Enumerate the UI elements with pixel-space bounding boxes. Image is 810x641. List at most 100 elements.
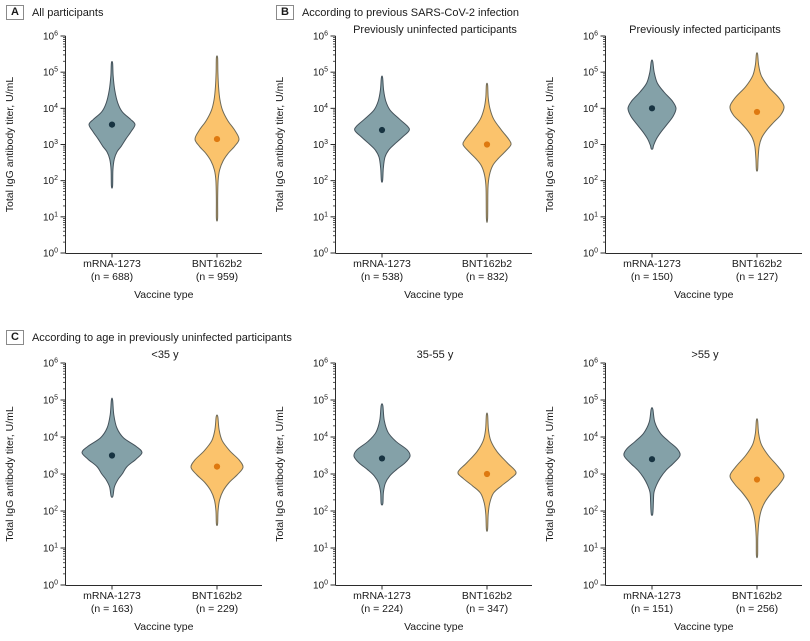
y-tick-label: 100	[313, 248, 328, 260]
x-tick-label: mRNA-1273	[353, 590, 411, 602]
median-dot-mrna-1273	[108, 121, 116, 128]
panel-a-letter: A	[6, 5, 24, 20]
y-tick-label: 104	[583, 103, 598, 115]
median-dot-mrna-1273	[648, 456, 656, 463]
panel-b-header: B According to previous SARS-CoV-2 infec…	[276, 5, 519, 20]
violin-plot-svg: 100 101 102 103 104 105 106 Total IgG antibody …	[4, 358, 262, 633]
y-tick-label: 100	[583, 248, 598, 260]
panel-b-title: According to previous SARS-CoV-2 infecti…	[301, 6, 520, 19]
x-tick-label: BNT162b2	[732, 590, 782, 602]
y-tick-label: 104	[313, 432, 328, 444]
x-tick-label: BNT162b2	[462, 258, 512, 270]
x-tick-label: mRNA-1273	[623, 590, 681, 602]
violin-plot-svg: 100 101 102 103 104 105 106 Total IgG antibody …	[4, 31, 262, 301]
n-label: (n = 224)	[361, 603, 403, 615]
x-tick-label: mRNA-1273	[83, 258, 141, 270]
subplot-age-35-55: 100 101 102 103 104 105 106 Total IgG antibody …	[270, 325, 540, 641]
y-axis-title: Total IgG antibody titer, U/mL	[274, 406, 286, 542]
violin-bnt162b2	[729, 418, 785, 559]
x-tick-label: BNT162b2	[192, 258, 242, 270]
x-tick-label: mRNA-1273	[83, 590, 141, 602]
n-label: (n = 832)	[466, 271, 508, 283]
median-dot-bnt162b2	[483, 141, 491, 148]
median-dot-mrna-1273	[378, 126, 386, 134]
panel-a-header: A All participants	[6, 5, 104, 20]
x-axis-title: Vaccine type	[134, 621, 193, 633]
median-dot-mrna-1273	[108, 452, 116, 459]
median-dot-bnt162b2	[213, 463, 221, 470]
y-tick-label: 101	[583, 543, 598, 555]
y-tick-label: 104	[43, 103, 58, 115]
n-label: (n = 150)	[631, 271, 673, 283]
y-axis-title: Total IgG antibody titer, U/mL	[4, 406, 16, 542]
y-tick-label: 101	[313, 543, 328, 555]
median-dot-bnt162b2	[213, 135, 221, 143]
subplot-previously-uninfected: 100 101 102 103 104 105 106 Total IgG antibody …	[270, 0, 540, 325]
median-dot-bnt162b2	[753, 476, 761, 483]
subtitle-under-35: <35 y	[151, 349, 179, 361]
y-tick-label: 105	[43, 395, 58, 407]
subplot-all-participants: 100 101 102 103 104 105 106 Total IgG antibody …	[0, 0, 270, 325]
violin-plot-svg: 100 101 102 103 104 105 106 Total IgG antibody …	[544, 358, 802, 633]
y-tick-label: 105	[583, 67, 598, 79]
violin-mrna-1273	[81, 397, 143, 498]
y-tick-label: 101	[313, 211, 328, 223]
subplot-previously-infected: 100 101 102 103 104 105 106 Total IgG antibody …	[540, 0, 810, 325]
y-tick-label: 101	[43, 211, 58, 223]
panel-a-title: All participants	[31, 6, 104, 19]
violin-mrna-1273	[353, 403, 411, 506]
y-axis-title: Total IgG antibody titer, U/mL	[544, 406, 556, 542]
subplot-age-under-35: 100 101 102 103 104 105 106 Total IgG antibody …	[0, 325, 270, 641]
n-label: (n = 256)	[736, 603, 778, 615]
y-tick-label: 100	[43, 580, 58, 592]
x-tick-label: BNT162b2	[192, 590, 242, 602]
y-tick-label: 103	[43, 139, 58, 151]
x-tick-label: mRNA-1273	[623, 258, 681, 270]
subtitle-previously-infected: Previously infected participants	[629, 24, 781, 36]
x-axis-title: Vaccine type	[404, 621, 463, 633]
y-tick-label: 100	[583, 580, 598, 592]
subtitle-previously-uninfected: Previously uninfected participants	[353, 24, 517, 36]
violin-plot-svg: 100 101 102 103 104 105 106 Total IgG antibody …	[544, 31, 802, 301]
y-tick-label: 102	[43, 175, 58, 187]
y-tick-label: 105	[313, 395, 328, 407]
y-tick-label: 105	[583, 395, 598, 407]
n-label: (n = 127)	[736, 271, 778, 283]
x-tick-label: mRNA-1273	[353, 258, 411, 270]
violin-plot-svg: 100 101 102 103 104 105 106 Total IgG antibody …	[274, 358, 532, 633]
x-axis-title: Vaccine type	[404, 289, 463, 301]
y-axis-title: Total IgG antibody titer, U/mL	[274, 77, 286, 213]
x-tick-label: BNT162b2	[732, 258, 782, 270]
y-tick-label: 102	[583, 175, 598, 187]
violin-mrna-1273	[627, 59, 677, 150]
n-label: (n = 688)	[91, 271, 133, 283]
y-tick-label: 106	[313, 358, 328, 370]
n-label: (n = 151)	[631, 603, 673, 615]
y-tick-label: 102	[313, 175, 328, 187]
panel-c-title: According to age in previously uninfecte…	[31, 331, 292, 344]
y-tick-label: 104	[43, 432, 58, 444]
n-label: (n = 538)	[361, 271, 403, 283]
n-label: (n = 229)	[196, 603, 238, 615]
y-tick-label: 103	[43, 469, 58, 481]
y-tick-label: 105	[43, 67, 58, 79]
median-dot-bnt162b2	[483, 470, 491, 478]
y-tick-label: 101	[43, 543, 58, 555]
x-tick-label: BNT162b2	[462, 590, 512, 602]
y-tick-label: 103	[583, 139, 598, 151]
subplot-age-over-55: 100 101 102 103 104 105 106 Total IgG antibody …	[540, 325, 810, 641]
y-tick-label: 106	[313, 31, 328, 43]
median-dot-mrna-1273	[378, 455, 386, 462]
y-axis-title: Total IgG antibody titer, U/mL	[4, 77, 16, 213]
y-tick-label: 105	[313, 67, 328, 79]
n-label: (n = 959)	[196, 271, 238, 283]
y-axis-title: Total IgG antibody titer, U/mL	[544, 77, 556, 213]
y-tick-label: 102	[43, 506, 58, 518]
y-tick-label: 102	[583, 506, 598, 518]
panel-c-letter: C	[6, 330, 24, 345]
median-dot-bnt162b2	[753, 108, 761, 116]
y-tick-label: 102	[313, 506, 328, 518]
y-tick-label: 103	[583, 469, 598, 481]
y-tick-label: 100	[43, 248, 58, 260]
